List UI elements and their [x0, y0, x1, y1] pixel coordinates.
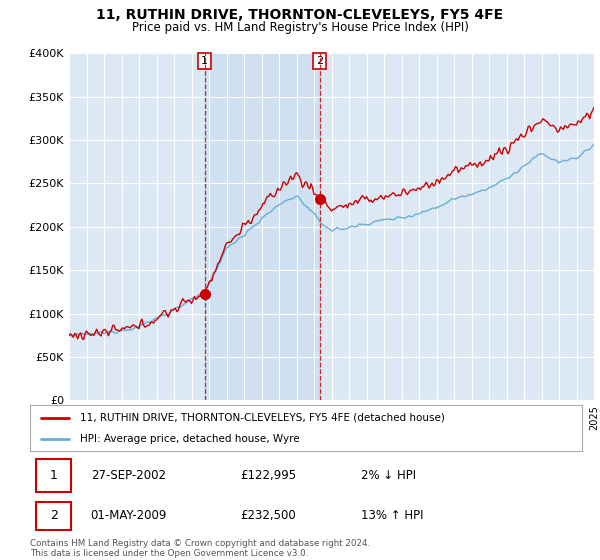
- Text: 13% ↑ HPI: 13% ↑ HPI: [361, 509, 424, 522]
- Text: 11, RUTHIN DRIVE, THORNTON-CLEVELEYS, FY5 4FE: 11, RUTHIN DRIVE, THORNTON-CLEVELEYS, FY…: [97, 8, 503, 22]
- Text: 2: 2: [316, 56, 323, 66]
- Bar: [205, 53, 320, 400]
- Text: £122,995: £122,995: [240, 469, 296, 482]
- Bar: [35, 459, 71, 492]
- Text: 2% ↓ HPI: 2% ↓ HPI: [361, 469, 416, 482]
- Text: 1: 1: [50, 469, 58, 482]
- Text: 27-SEP-2002: 27-SEP-2002: [91, 469, 166, 482]
- Text: 01-MAY-2009: 01-MAY-2009: [91, 509, 167, 522]
- Text: 11, RUTHIN DRIVE, THORNTON-CLEVELEYS, FY5 4FE (detached house): 11, RUTHIN DRIVE, THORNTON-CLEVELEYS, FY…: [80, 413, 445, 423]
- Text: Contains HM Land Registry data © Crown copyright and database right 2024.
This d: Contains HM Land Registry data © Crown c…: [30, 539, 370, 558]
- Text: HPI: Average price, detached house, Wyre: HPI: Average price, detached house, Wyre: [80, 435, 299, 444]
- Bar: [35, 502, 71, 530]
- Text: 2: 2: [50, 509, 58, 522]
- Text: 1: 1: [201, 56, 208, 66]
- Text: £232,500: £232,500: [240, 509, 296, 522]
- Text: Price paid vs. HM Land Registry's House Price Index (HPI): Price paid vs. HM Land Registry's House …: [131, 21, 469, 34]
